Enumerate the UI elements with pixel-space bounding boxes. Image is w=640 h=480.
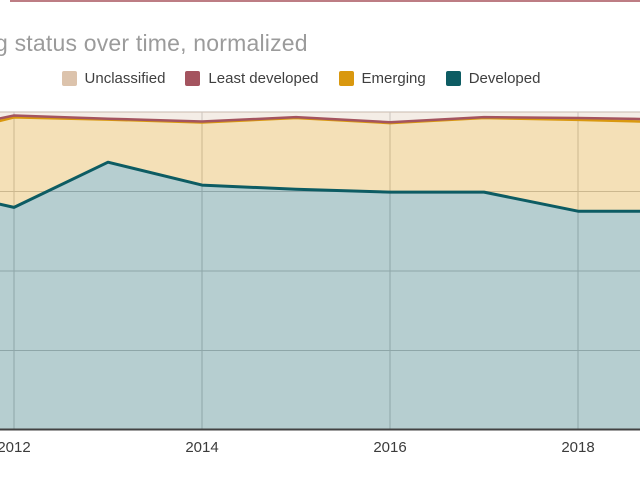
x-tick-label: 2016 xyxy=(373,439,406,456)
legend-label: Emerging xyxy=(361,70,426,87)
legend-swatch-developed xyxy=(445,71,461,86)
x-tick-label: 2018 xyxy=(561,439,594,456)
area-emerging xyxy=(0,117,640,212)
legend-swatch-unclassified xyxy=(61,71,77,86)
legend: Unclassified Least developed Emerging Devel… xyxy=(0,70,640,87)
chart-title: g status over time, normalized xyxy=(0,30,308,56)
line-developed xyxy=(0,160,640,213)
legend-item-emerging: Emerging xyxy=(338,70,426,87)
legend-label: Unclassified xyxy=(84,70,166,87)
x-tick-label: 2014 xyxy=(185,439,218,456)
legend-label: Developed xyxy=(468,70,541,87)
area-developed xyxy=(0,162,640,430)
legend-item-developed: Developed xyxy=(445,70,541,87)
line-least-developed xyxy=(0,114,640,124)
legend-swatch-least-developed xyxy=(185,71,201,86)
legend-item-least-developed: Least developed xyxy=(185,70,319,87)
legend-swatch-emerging xyxy=(338,71,354,86)
legend-label: Least developed xyxy=(208,70,319,87)
legend-item-unclassified: Unclassified xyxy=(61,70,166,87)
x-tick-label: 2012 xyxy=(0,439,31,456)
